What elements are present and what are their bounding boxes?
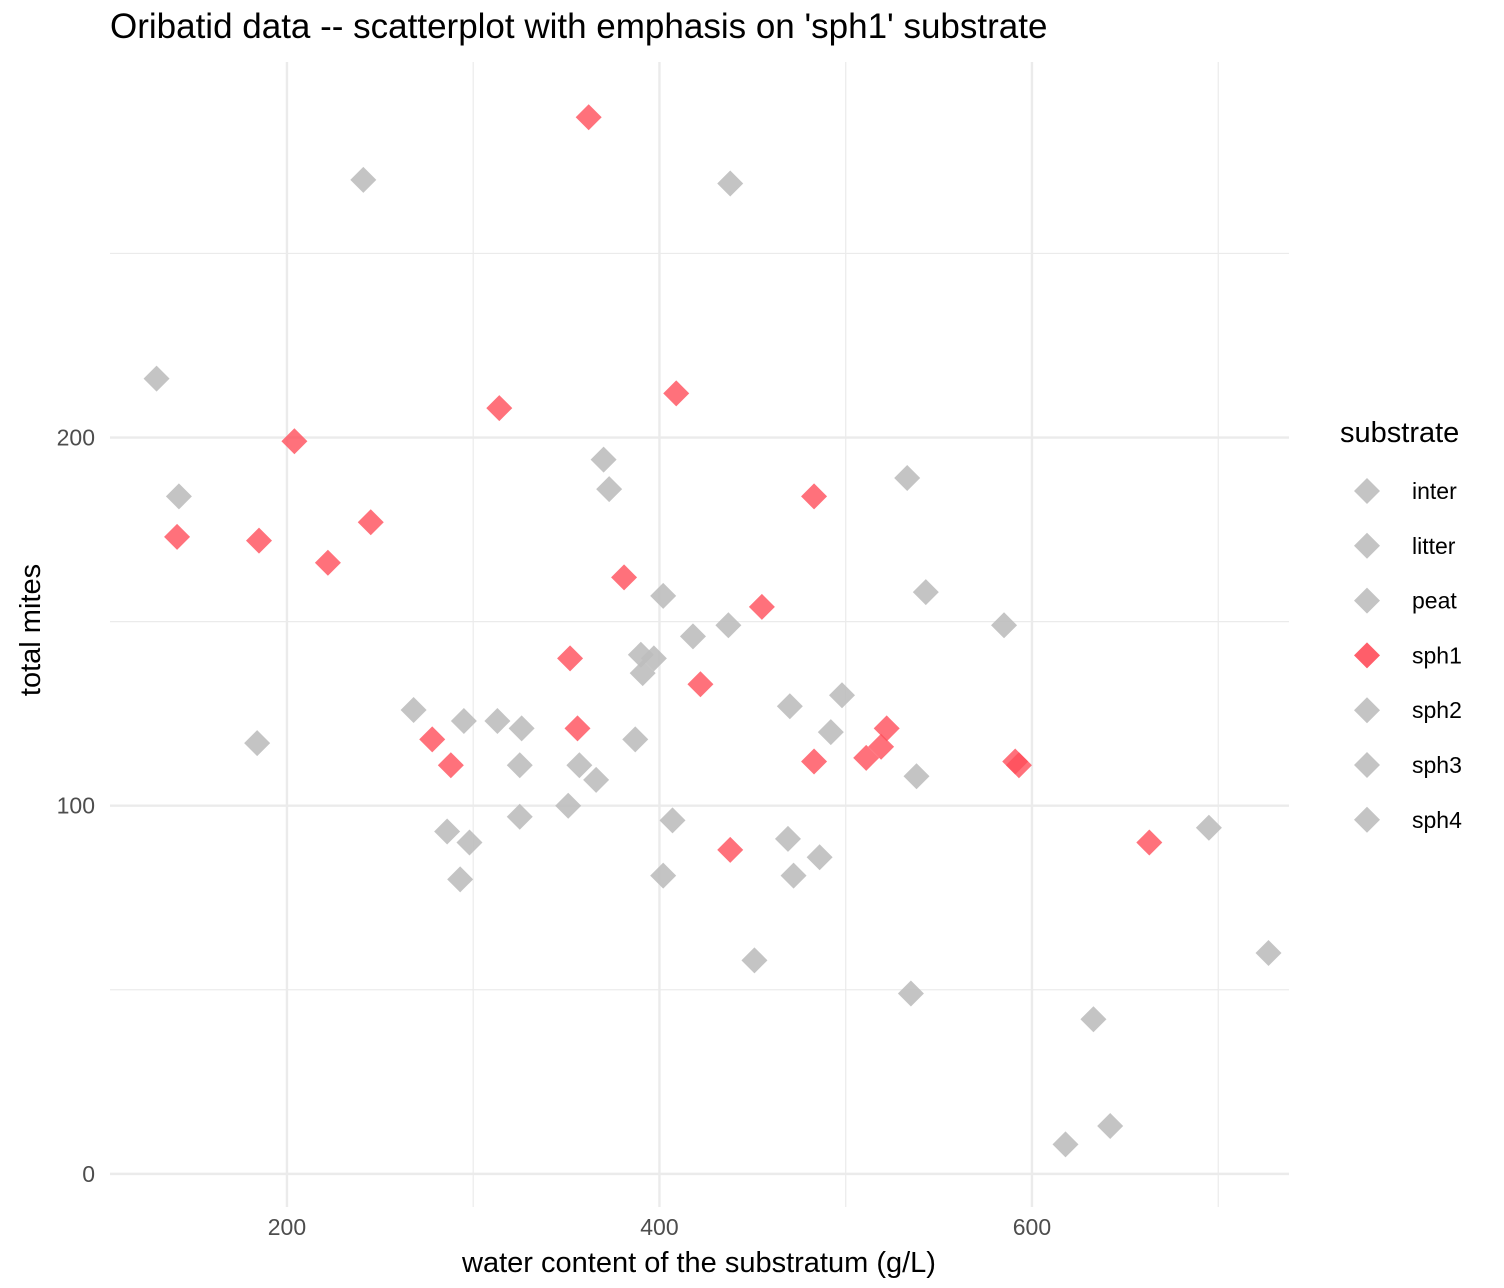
data-point-sph1	[314, 549, 341, 576]
data-point-sph1	[437, 752, 464, 779]
legend-key-sph4	[1354, 806, 1380, 833]
legend-label-sph2: sph2	[1412, 697, 1462, 723]
data-point-sph1	[1005, 752, 1032, 779]
data-point-other	[828, 682, 855, 709]
y-tick-label: 100	[57, 793, 95, 819]
minor-gridlines	[110, 62, 1289, 1207]
data-point-sph1	[687, 671, 714, 698]
data-point-other	[1195, 814, 1222, 841]
data-point-other	[806, 844, 833, 871]
legend-key-inter	[1354, 478, 1380, 504]
data-point-sph1	[557, 645, 584, 672]
data-point-other	[583, 766, 610, 793]
legend-title: substrate	[1340, 417, 1459, 449]
legend-label-inter: inter	[1412, 478, 1457, 504]
legend-key-sph1	[1354, 642, 1380, 669]
x-tick-label: 600	[1013, 1214, 1051, 1240]
data-point-other	[991, 612, 1018, 639]
data-point-other	[506, 752, 533, 779]
y-tick-label: 0	[82, 1161, 95, 1187]
data-point-sph1	[419, 726, 446, 753]
data-point-other	[912, 579, 939, 606]
x-axis-title: water content of the substratum (g/L)	[461, 1247, 936, 1279]
data-point-other	[774, 825, 801, 852]
data-point-sph1	[853, 744, 880, 771]
data-point-other	[1080, 1006, 1107, 1033]
data-point-other	[165, 483, 192, 510]
data-point-other	[903, 763, 930, 790]
data-point-other	[596, 476, 623, 503]
data-point-other	[817, 719, 844, 746]
major-gridlines	[110, 62, 1289, 1207]
x-tick-label: 200	[268, 1214, 306, 1240]
x-tick-label: 400	[640, 1214, 678, 1240]
data-point-other	[555, 792, 582, 819]
data-point-sph1	[575, 104, 602, 131]
data-point-sph1	[357, 509, 384, 536]
legend-label-litter: litter	[1412, 533, 1456, 559]
data-point-other	[400, 696, 427, 723]
data-points	[143, 104, 1282, 1158]
data-point-sph1	[611, 564, 638, 591]
data-point-sph1	[748, 593, 775, 620]
data-point-other	[629, 660, 656, 687]
data-point-other	[715, 612, 742, 639]
chart-title: Oribatid data -- scatterplot with emphas…	[110, 7, 1047, 46]
data-point-other	[434, 818, 461, 845]
data-point-sph1	[246, 527, 273, 554]
y-axis-tick-labels: 0 100 200	[57, 425, 95, 1187]
data-point-other	[717, 170, 744, 197]
data-point-other	[450, 708, 477, 735]
data-point-other	[650, 582, 677, 609]
data-point-other	[447, 866, 474, 893]
data-point-other	[741, 947, 768, 974]
data-point-other	[484, 708, 511, 735]
data-point-other	[244, 730, 271, 757]
data-point-sph1	[564, 715, 591, 742]
legend-key-peat	[1354, 587, 1380, 614]
data-point-other	[897, 980, 924, 1007]
data-point-other	[679, 623, 706, 650]
data-point-sph1	[486, 395, 513, 422]
legend-key-sph3	[1354, 752, 1380, 778]
data-point-sph1	[164, 523, 191, 550]
data-point-sph1	[663, 380, 690, 407]
legend-key-litter	[1354, 532, 1380, 559]
data-point-other	[350, 166, 377, 193]
data-point-other	[894, 465, 921, 492]
data-point-other	[650, 862, 677, 889]
data-point-other	[506, 803, 533, 830]
data-point-sph1	[1136, 829, 1163, 856]
legend-label-sph3: sph3	[1412, 752, 1462, 778]
y-tick-label: 200	[57, 425, 95, 451]
data-point-sph1	[801, 483, 828, 510]
data-point-sph1	[801, 748, 828, 775]
data-point-other	[1255, 939, 1282, 966]
data-point-other	[508, 715, 535, 742]
data-point-other	[622, 726, 649, 753]
legend-label-sph4: sph4	[1412, 807, 1462, 833]
legend: substrate inter litter peat sph1 sph2 sph3 sph…	[1340, 417, 1462, 833]
y-axis-title: total mites	[15, 564, 47, 696]
data-point-sph1	[281, 428, 308, 455]
data-point-other	[566, 752, 593, 779]
data-point-other	[1097, 1113, 1124, 1140]
data-point-other	[780, 862, 807, 889]
legend-label-sph1: sph1	[1412, 642, 1462, 668]
data-point-sph1	[717, 836, 744, 863]
legend-label-peat: peat	[1412, 588, 1457, 614]
data-point-other	[659, 807, 686, 834]
data-point-other	[143, 365, 170, 392]
data-point-other	[1052, 1131, 1079, 1158]
x-axis-tick-labels: 200 400 600	[268, 1214, 1051, 1240]
data-point-other	[776, 693, 803, 720]
data-point-other	[456, 829, 483, 856]
data-point-other	[590, 446, 617, 473]
legend-key-sph2	[1354, 697, 1380, 724]
